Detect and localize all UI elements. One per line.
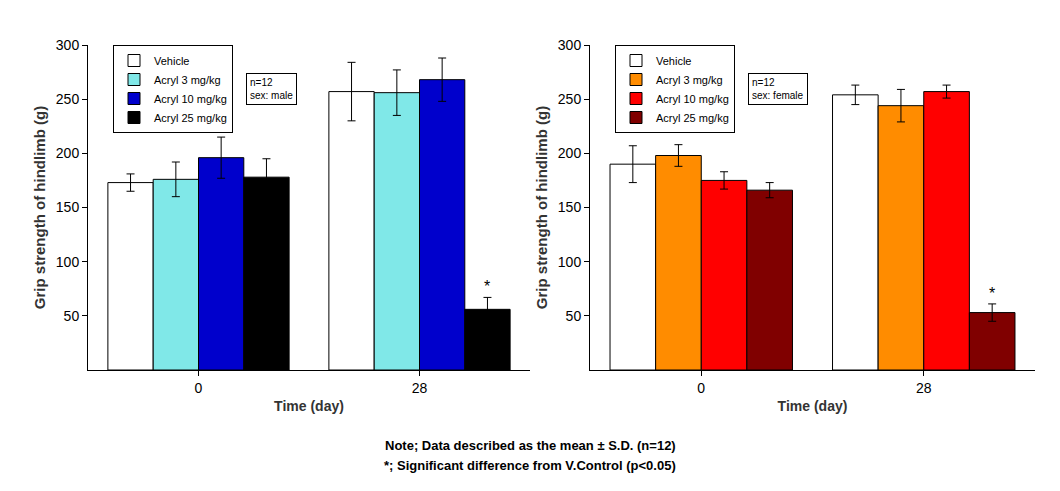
svg-text:250: 250 [558, 91, 582, 107]
svg-text:Acryl 3 mg/kg: Acryl 3 mg/kg [154, 74, 221, 86]
svg-text:Note; Data described as the me: Note; Data described as the mean ± S.D. … [385, 438, 676, 453]
svg-text:Grip strength of hindlimb (g): Grip strength of hindlimb (g) [533, 106, 550, 309]
svg-text:300: 300 [56, 37, 80, 53]
svg-text:n=12sex: female: n=12sex: female [752, 77, 804, 101]
svg-text:28: 28 [916, 380, 932, 396]
svg-text:Vehicle: Vehicle [656, 55, 691, 67]
svg-text:*: * [484, 278, 490, 295]
svg-text:28: 28 [412, 380, 428, 396]
svg-text:50: 50 [64, 308, 80, 324]
svg-text:Acryl 10 mg/kg: Acryl 10 mg/kg [154, 93, 227, 105]
svg-text:*; Significant difference from: *; Significant difference from V.Control… [384, 458, 676, 473]
svg-text:Acryl 10 mg/kg: Acryl 10 mg/kg [656, 93, 729, 105]
svg-text:150: 150 [558, 199, 582, 215]
svg-text:Acryl 25 mg/kg: Acryl 25 mg/kg [656, 112, 729, 124]
svg-text:Time (day): Time (day) [274, 398, 344, 414]
svg-text:100: 100 [56, 254, 80, 270]
svg-text:Acryl 3 mg/kg: Acryl 3 mg/kg [656, 74, 723, 86]
svg-text:Vehicle: Vehicle [154, 55, 189, 67]
svg-text:0: 0 [697, 380, 705, 396]
svg-text:0: 0 [195, 380, 203, 396]
svg-text:250: 250 [56, 91, 80, 107]
svg-text:Time (day): Time (day) [778, 398, 848, 414]
svg-text:*: * [989, 285, 995, 302]
svg-text:Acryl 25 mg/kg: Acryl 25 mg/kg [154, 112, 227, 124]
svg-text:100: 100 [558, 254, 582, 270]
svg-text:50: 50 [566, 308, 582, 324]
svg-text:300: 300 [558, 37, 582, 53]
svg-text:200: 200 [56, 145, 80, 161]
svg-text:Grip strength of hindlimb (g): Grip strength of hindlimb (g) [31, 106, 48, 309]
svg-text:200: 200 [558, 145, 582, 161]
svg-text:150: 150 [56, 199, 80, 215]
svg-text:n=12sex: male: n=12sex: male [250, 77, 293, 101]
